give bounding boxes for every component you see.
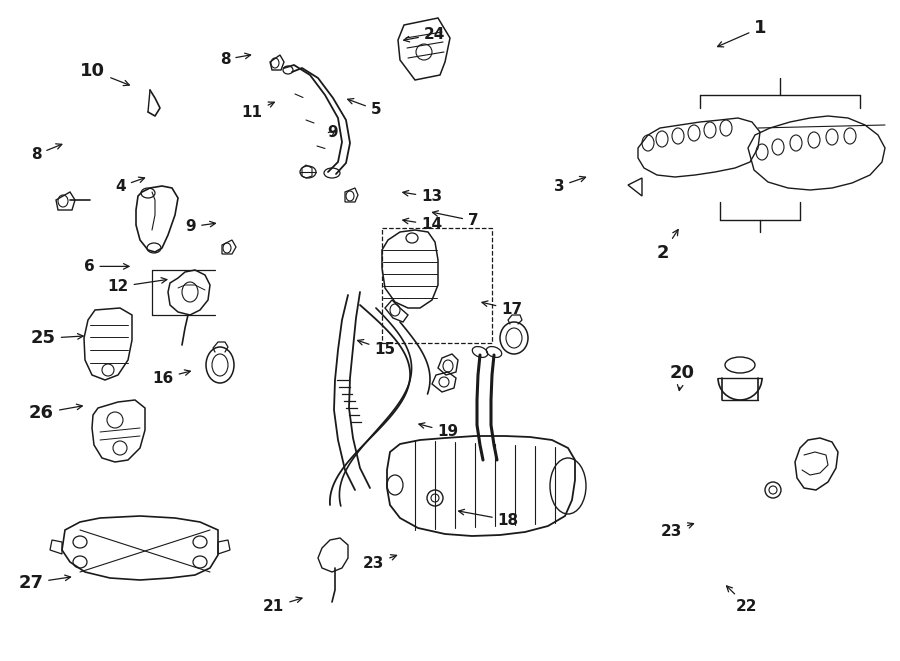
Text: 21: 21 bbox=[263, 597, 302, 614]
Text: 9: 9 bbox=[328, 125, 338, 139]
Text: 25: 25 bbox=[31, 329, 83, 348]
Text: 16: 16 bbox=[152, 370, 190, 385]
Text: 10: 10 bbox=[80, 61, 130, 86]
Text: 5: 5 bbox=[347, 98, 382, 117]
Text: 14: 14 bbox=[403, 217, 442, 232]
Text: 4: 4 bbox=[115, 177, 145, 194]
Text: 24: 24 bbox=[404, 27, 446, 42]
Text: 8: 8 bbox=[31, 144, 62, 162]
Text: 23: 23 bbox=[363, 555, 397, 571]
Bar bbox=[382, 228, 492, 343]
Text: 26: 26 bbox=[29, 404, 82, 422]
Text: 23: 23 bbox=[661, 523, 694, 539]
Text: 15: 15 bbox=[357, 340, 395, 357]
Text: 20: 20 bbox=[670, 364, 695, 391]
Text: 7: 7 bbox=[433, 211, 479, 228]
Text: 12: 12 bbox=[107, 278, 166, 294]
Text: 22: 22 bbox=[726, 586, 758, 613]
Text: 17: 17 bbox=[482, 301, 522, 317]
Text: 19: 19 bbox=[418, 423, 458, 439]
Text: 6: 6 bbox=[84, 259, 129, 274]
Text: 13: 13 bbox=[403, 190, 442, 204]
Text: 27: 27 bbox=[18, 574, 70, 592]
Text: 1: 1 bbox=[717, 19, 767, 47]
Text: 9: 9 bbox=[185, 219, 215, 234]
Text: 8: 8 bbox=[220, 52, 250, 67]
Text: 3: 3 bbox=[554, 176, 586, 194]
Text: 2: 2 bbox=[657, 229, 678, 262]
Text: 11: 11 bbox=[242, 102, 274, 120]
Text: 18: 18 bbox=[459, 510, 518, 527]
